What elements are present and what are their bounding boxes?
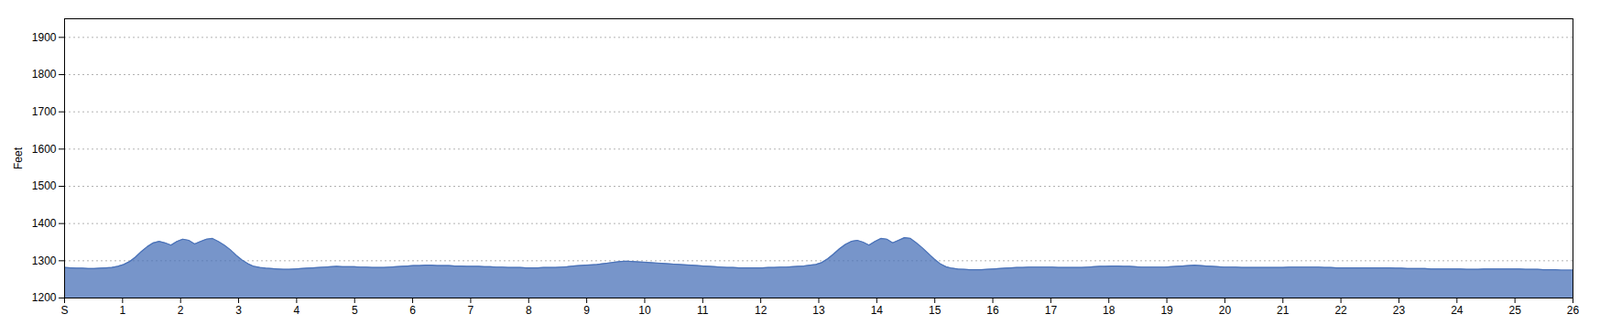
svg-text:20: 20: [1219, 304, 1232, 317]
svg-text:1900: 1900: [32, 31, 57, 44]
svg-text:21: 21: [1276, 304, 1290, 317]
svg-text:Feet: Feet: [11, 146, 25, 170]
svg-text:12: 12: [754, 304, 768, 317]
svg-text:5: 5: [351, 304, 359, 317]
svg-text:4: 4: [293, 304, 301, 317]
svg-text:1600: 1600: [32, 142, 57, 156]
svg-text:14: 14: [870, 304, 884, 317]
svg-text:23: 23: [1393, 304, 1406, 317]
svg-text:1800: 1800: [32, 67, 57, 81]
svg-text:16: 16: [986, 304, 1000, 317]
svg-text:1: 1: [119, 304, 127, 317]
svg-text:1700: 1700: [32, 105, 57, 119]
svg-text:1500: 1500: [32, 179, 57, 193]
svg-text:1200: 1200: [32, 291, 57, 305]
svg-text:15: 15: [928, 304, 942, 317]
svg-text:7: 7: [468, 304, 475, 317]
svg-text:1300: 1300: [32, 254, 57, 268]
svg-text:18: 18: [1102, 304, 1116, 317]
svg-text:11: 11: [696, 304, 709, 317]
svg-text:22: 22: [1334, 304, 1348, 317]
svg-text:19: 19: [1160, 304, 1174, 317]
svg-text:S: S: [60, 304, 68, 317]
svg-text:17: 17: [1044, 304, 1058, 317]
svg-text:6: 6: [409, 304, 416, 317]
svg-text:26: 26: [1567, 304, 1580, 317]
svg-text:1400: 1400: [32, 217, 57, 230]
svg-text:3: 3: [235, 304, 242, 317]
svg-text:9: 9: [583, 304, 590, 317]
svg-text:2: 2: [177, 304, 185, 317]
svg-text:24: 24: [1450, 304, 1464, 317]
svg-text:8: 8: [525, 304, 533, 317]
svg-text:13: 13: [812, 304, 826, 317]
svg-text:10: 10: [638, 304, 652, 317]
svg-text:25: 25: [1508, 304, 1522, 317]
